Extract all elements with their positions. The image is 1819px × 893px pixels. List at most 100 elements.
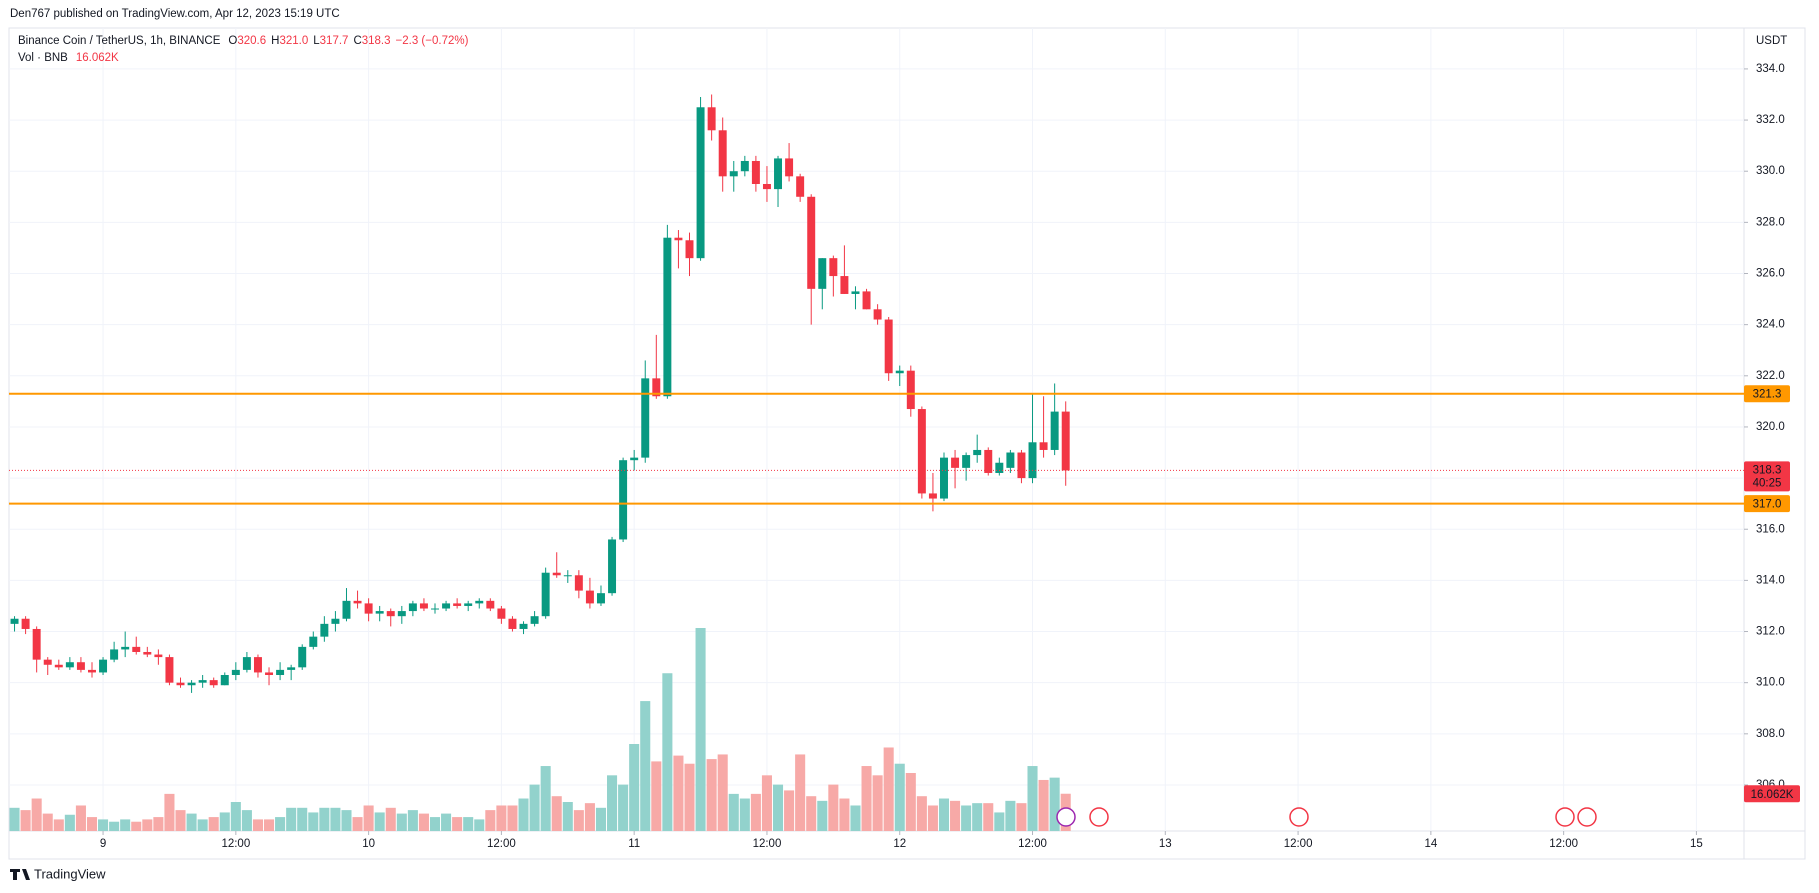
volume-bar <box>1005 800 1016 831</box>
candle-body <box>54 664 63 668</box>
volume-bar <box>839 798 850 831</box>
y-tick-label: 308.0 <box>1756 728 1785 740</box>
y-tick-label: 328.0 <box>1756 216 1785 228</box>
volume-name: Vol · BNB <box>18 52 68 64</box>
candle-body <box>619 460 628 540</box>
volume-bar <box>297 807 308 831</box>
candle-body <box>563 575 572 577</box>
frame <box>8 27 1806 860</box>
x-tick-label: 12:00 <box>1018 838 1047 850</box>
y-tick-label: 324.0 <box>1756 319 1785 331</box>
candle-body <box>585 590 594 604</box>
candle-body <box>718 130 727 177</box>
volume-bar <box>850 805 861 831</box>
candle-body <box>419 603 428 609</box>
candle-body <box>707 107 716 131</box>
candles <box>10 94 1070 693</box>
volume-bar <box>828 784 839 831</box>
volume-bar <box>385 807 396 831</box>
candle-body <box>32 628 41 660</box>
volume-bar <box>109 821 120 831</box>
y-tick-label: 314.0 <box>1756 574 1785 586</box>
candle-body <box>99 659 108 673</box>
x-tick-label: 11 <box>628 838 640 850</box>
event-icon[interactable] <box>1089 807 1109 827</box>
candle-body <box>641 378 650 458</box>
volume-bar <box>961 805 972 831</box>
candle-body <box>751 160 760 184</box>
volume-bar <box>651 761 662 831</box>
volume-bar <box>551 796 562 831</box>
volume-bar <box>1027 766 1038 831</box>
candle-body <box>342 600 351 619</box>
candle-body <box>674 237 683 241</box>
volume-bar <box>1049 777 1060 831</box>
volume-bar <box>407 810 418 831</box>
candle-body <box>220 675 229 686</box>
volume-bar <box>972 803 983 831</box>
candle-body <box>65 662 74 668</box>
candle-body <box>774 158 783 190</box>
candle-body <box>973 449 982 456</box>
event-icon[interactable] <box>1056 807 1076 827</box>
candle-body <box>486 600 495 609</box>
candle-body <box>596 593 605 604</box>
candle-body <box>1061 411 1070 471</box>
candle-body <box>906 370 915 410</box>
candle-body <box>497 608 506 619</box>
candle-body <box>873 309 882 320</box>
volume-bar <box>529 784 540 831</box>
x-tick-label: 12:00 <box>1284 838 1313 850</box>
volume-bar <box>861 766 872 831</box>
volume-bar <box>872 775 883 831</box>
candle-body <box>364 603 373 614</box>
candle-body <box>729 171 738 177</box>
event-icon[interactable] <box>1289 807 1309 827</box>
volume-tag-label: 16.062K <box>1751 789 1794 801</box>
candle-body <box>165 657 174 683</box>
volume-bar <box>706 759 717 831</box>
candle-body <box>696 107 705 259</box>
x-tick-label: 12:00 <box>221 838 250 850</box>
candle-body <box>1028 442 1037 479</box>
event-icon[interactable] <box>1577 807 1597 827</box>
volume-bar <box>927 805 938 831</box>
volume-bar <box>230 802 241 831</box>
candle-body <box>530 616 539 624</box>
x-tick-label: 12:00 <box>1549 838 1578 850</box>
candle-body <box>453 603 462 606</box>
candle-body <box>740 160 749 172</box>
volume-bar <box>518 798 529 831</box>
volume-bar <box>584 803 595 831</box>
currency: USDT <box>1756 35 1787 47</box>
volume-bar <box>673 755 684 831</box>
x-tick-label: 14 <box>1424 838 1437 850</box>
x-tick-label: 15 <box>1690 838 1703 850</box>
volume-bar <box>131 821 142 831</box>
volume-bar <box>252 819 263 831</box>
event-icon[interactable] <box>1555 807 1575 827</box>
level-tag <box>1744 385 1790 403</box>
volume-bar <box>983 803 994 831</box>
candle-body <box>209 680 218 686</box>
volume-bar <box>496 805 507 831</box>
current-price-label: 318.3 <box>1753 464 1782 476</box>
volume-bar <box>618 784 629 831</box>
candle-body <box>917 409 926 494</box>
volume-bar <box>728 793 739 831</box>
candle-body <box>807 196 816 289</box>
candle-body <box>375 611 384 614</box>
candle-body <box>43 659 52 665</box>
volume-bar <box>750 793 761 831</box>
volume-bar <box>396 813 407 831</box>
candle-body <box>984 449 993 473</box>
candle-body <box>663 237 672 397</box>
candle-body <box>574 575 583 591</box>
candle-body <box>1006 452 1015 468</box>
candle-body <box>10 618 19 624</box>
volume-bar <box>1038 779 1049 831</box>
candle-body <box>331 618 340 624</box>
candle-body <box>840 276 849 294</box>
volume-bar <box>208 817 219 831</box>
